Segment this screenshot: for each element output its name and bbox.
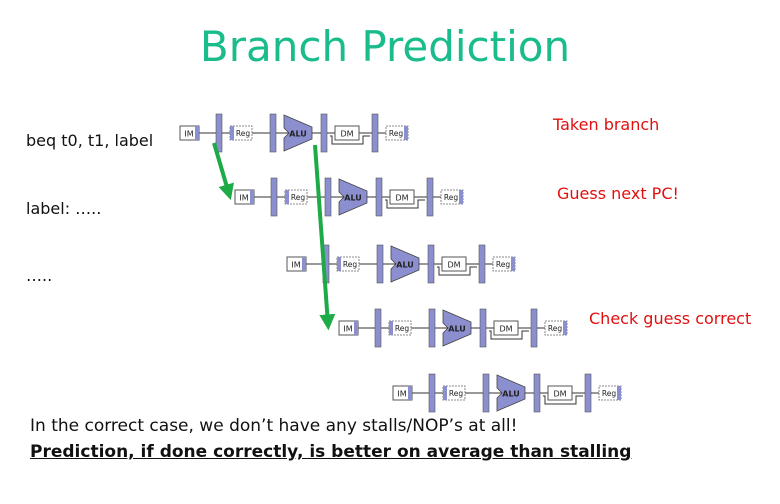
im-label: IM	[343, 325, 352, 334]
footer-conclusion: Prediction, if done correctly, is better…	[30, 442, 632, 462]
dm-label: DM	[340, 130, 353, 139]
alu-label: ALU	[502, 390, 520, 399]
reg-write-label: Reg	[389, 129, 403, 138]
pipeline-register	[374, 308, 382, 348]
pipeline-register	[320, 113, 328, 153]
reg-write-label: Reg	[548, 324, 562, 333]
pipeline-register	[371, 113, 379, 153]
footer-statement: In the correct case, we don’t have any s…	[30, 416, 518, 436]
pipeline-row-2: IM Reg ALU DM Reg	[234, 177, 464, 217]
reg-write-label: Reg	[602, 389, 616, 398]
im-label: IM	[397, 390, 406, 399]
dm-stage	[389, 189, 415, 205]
dm-bypass-wire	[437, 266, 477, 276]
pipeline-row-4: IM Reg ALU DM Reg	[338, 308, 568, 348]
dm-label: DM	[447, 261, 460, 270]
pipeline-register	[269, 113, 277, 153]
pipeline-register	[270, 177, 278, 217]
pipeline-register	[427, 244, 435, 284]
pipeline-row-5: IM Reg ALU DM Reg	[392, 373, 622, 413]
im-stage-shade	[250, 190, 254, 204]
dm-stage	[334, 125, 360, 141]
alu-stage	[496, 374, 526, 412]
alu-stage	[283, 114, 313, 152]
dm-bypass-wire	[385, 199, 425, 209]
slide-title: Branch Prediction	[199, 22, 571, 71]
reg-read-label: Reg	[291, 193, 305, 202]
instruction-beq: beq t0, t1, label	[26, 131, 154, 150]
reg-write-label: Reg	[444, 193, 458, 202]
im-stage-shade	[195, 126, 199, 140]
alu-stage	[338, 178, 368, 216]
pipeline-register	[428, 373, 436, 413]
annotation-taken-branch: Taken branch	[553, 115, 660, 134]
pipeline-register	[428, 308, 436, 348]
im-label: IM	[184, 130, 193, 139]
pipeline-register	[324, 177, 332, 217]
resolve-arrow	[313, 144, 336, 331]
dm-stage	[547, 385, 573, 401]
reg-read-label: Reg	[236, 129, 250, 138]
reg-write-shade	[459, 190, 463, 204]
im-label: IM	[239, 194, 248, 203]
reg-read-label: Reg	[343, 260, 357, 269]
reg-read-shade	[389, 321, 393, 335]
pipeline-register	[375, 177, 383, 217]
reg-write-shade	[617, 386, 621, 400]
dm-label: DM	[395, 194, 408, 203]
annotation-guess-next-pc: Guess next PC!	[557, 184, 679, 203]
im-stage-shade	[408, 386, 412, 400]
reg-read-shade	[230, 126, 234, 140]
alu-label: ALU	[448, 325, 466, 334]
dm-bypass-wire	[489, 330, 529, 340]
dm-stage	[441, 256, 467, 272]
reg-read-shade	[285, 190, 289, 204]
pipeline-register	[533, 373, 541, 413]
dm-label: DM	[499, 325, 512, 334]
reg-read-shade	[443, 386, 447, 400]
alu-stage	[442, 309, 472, 347]
reg-write-shade	[404, 126, 408, 140]
alu-label: ALU	[344, 194, 362, 203]
reg-read-label: Reg	[449, 389, 463, 398]
dm-bypass-wire	[330, 135, 370, 145]
pipeline-register	[478, 244, 486, 284]
reg-write-label: Reg	[496, 260, 510, 269]
instruction-label: label: …..	[26, 199, 102, 218]
pipeline-register	[215, 113, 223, 153]
pipeline-row-1: IM Reg ALU DM Reg	[179, 113, 409, 153]
instruction-ellipsis: …..	[26, 266, 53, 285]
alu-label: ALU	[289, 130, 307, 139]
pipeline-register	[530, 308, 538, 348]
im-stage-shade	[302, 257, 306, 271]
dm-stage	[493, 320, 519, 336]
pipeline-register	[482, 373, 490, 413]
im-stage-shade	[354, 321, 358, 335]
dm-bypass-wire	[543, 395, 583, 405]
predict-arrow	[212, 142, 234, 201]
alu-stage	[390, 245, 420, 283]
pipeline-register	[376, 244, 384, 284]
reg-read-shade	[337, 257, 341, 271]
alu-label: ALU	[396, 261, 414, 270]
im-label: IM	[291, 261, 300, 270]
pipeline-register	[479, 308, 487, 348]
pipeline-row-3: IM Reg ALU DM Reg	[286, 244, 516, 284]
reg-write-shade	[511, 257, 515, 271]
pipeline-register	[584, 373, 592, 413]
annotation-check-guess: Check guess correct	[589, 309, 752, 328]
pipeline-register	[426, 177, 434, 217]
reg-write-shade	[563, 321, 567, 335]
reg-read-label: Reg	[395, 324, 409, 333]
dm-label: DM	[553, 390, 566, 399]
